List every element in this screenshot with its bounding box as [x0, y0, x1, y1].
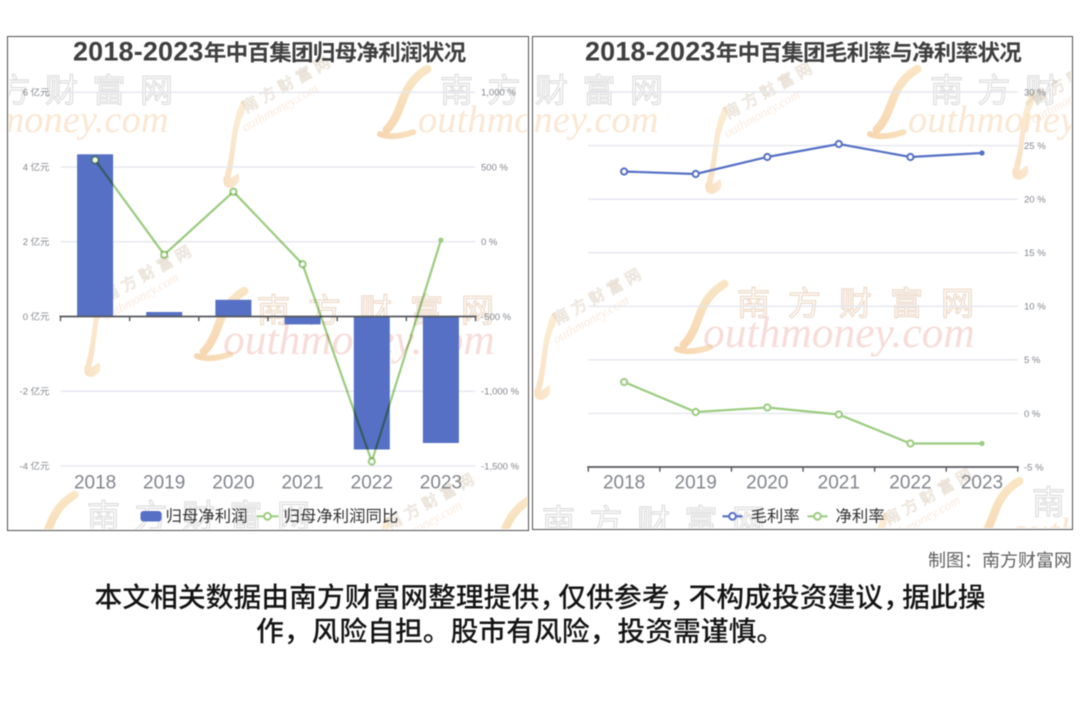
svg-text:2: 2 — [23, 237, 28, 248]
svg-text:0 %: 0 % — [481, 237, 498, 248]
svg-text:2018-2023: 2018-2023 — [585, 37, 716, 67]
svg-text:4: 4 — [23, 162, 28, 173]
svg-text:0 %: 0 % — [1024, 409, 1041, 420]
svg-text:2022: 2022 — [889, 473, 931, 494]
svg-text:0: 0 — [23, 312, 28, 323]
svg-text:2023: 2023 — [420, 473, 462, 494]
svg-text:2023: 2023 — [961, 473, 1003, 494]
svg-text:outhmoney.com: outhmoney.com — [239, 80, 320, 134]
svg-text:outhmoney.com: outhmoney.com — [908, 99, 1080, 141]
svg-text:-500 %: -500 % — [481, 312, 512, 323]
svg-text:outhmoney.com: outhmoney.com — [65, 525, 306, 567]
svg-text:5 %: 5 % — [1024, 355, 1041, 366]
svg-text:-1,000 %: -1,000 % — [481, 387, 520, 398]
svg-text:outhmoney.com: outhmoney.com — [1010, 511, 1080, 553]
svg-text:2019: 2019 — [143, 473, 185, 494]
svg-text:2018: 2018 — [603, 473, 645, 494]
svg-text:outhmoney.com: outhmoney.com — [383, 497, 464, 551]
svg-text:1,000 %: 1,000 % — [481, 88, 516, 99]
svg-text:2021: 2021 — [281, 473, 323, 494]
svg-text:6: 6 — [23, 88, 28, 99]
svg-text:10 %: 10 % — [1024, 302, 1046, 313]
svg-text:outhmoney.com: outhmoney.com — [550, 292, 631, 346]
svg-text:2018: 2018 — [74, 473, 116, 494]
svg-text:-2: -2 — [20, 387, 28, 398]
svg-text:500 %: 500 % — [481, 162, 508, 173]
svg-text:-1,500 %: -1,500 % — [481, 461, 520, 472]
svg-text:20 %: 20 % — [1024, 194, 1046, 205]
svg-text:25 %: 25 % — [1024, 141, 1046, 152]
svg-text:-4: -4 — [20, 461, 28, 472]
svg-text:2019: 2019 — [675, 473, 717, 494]
svg-text:2020: 2020 — [746, 473, 788, 494]
svg-text:outhmoney.com: outhmoney.com — [0, 99, 169, 141]
svg-text:15 %: 15 % — [1024, 248, 1046, 259]
svg-text:outhmoney.com: outhmoney.com — [418, 99, 659, 141]
svg-text:-5 %: -5 % — [1024, 462, 1044, 473]
svg-text:2018-2023: 2018-2023 — [73, 37, 204, 67]
svg-text:outhmoney.com: outhmoney.com — [881, 492, 962, 546]
svg-text:outhmoney.com: outhmoney.com — [721, 86, 802, 140]
svg-text:2020: 2020 — [212, 473, 254, 494]
svg-text:30 %: 30 % — [1024, 87, 1046, 98]
svg-text:outhmoney.com: outhmoney.com — [703, 309, 975, 357]
svg-text:2022: 2022 — [351, 473, 393, 494]
svg-text:2021: 2021 — [818, 473, 860, 494]
svg-text:outhmoney.com: outhmoney.com — [520, 530, 761, 572]
